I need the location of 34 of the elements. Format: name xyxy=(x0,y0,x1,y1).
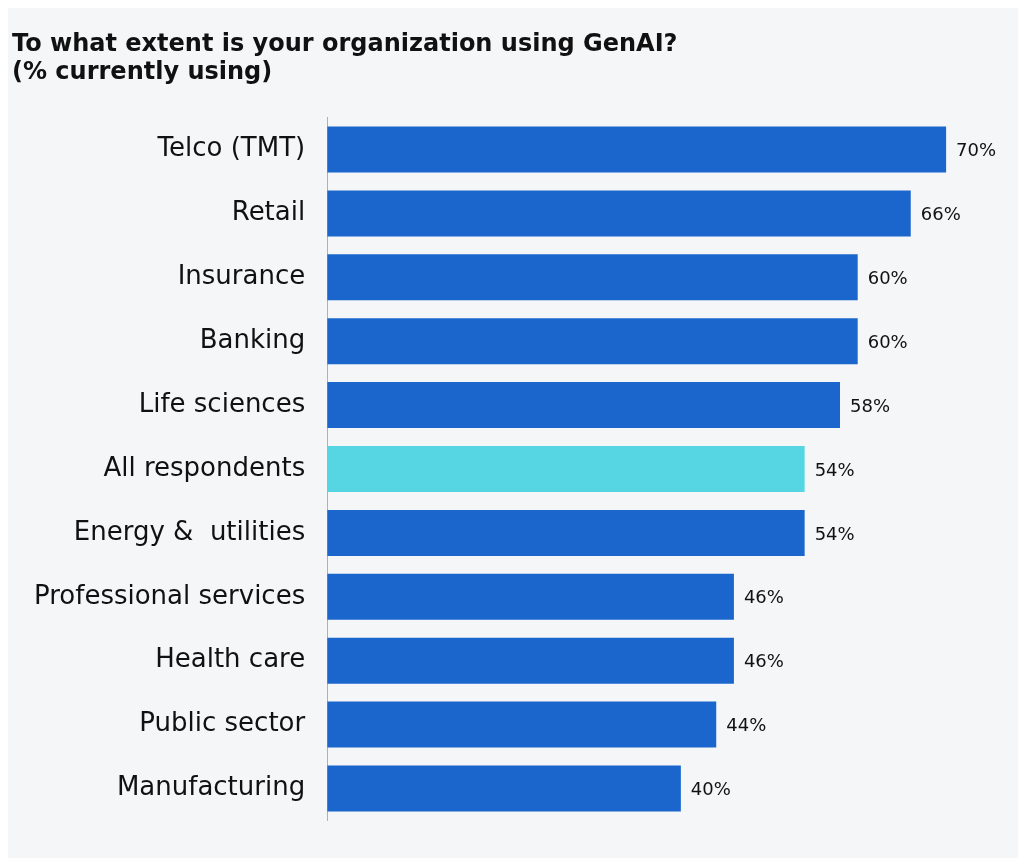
data-label: 58% xyxy=(850,394,891,416)
data-label: 66% xyxy=(920,203,961,225)
data-label: 46% xyxy=(743,650,784,672)
bar xyxy=(327,637,734,684)
y-tick-label: Insurance xyxy=(177,260,306,291)
y-tick-label: Public sector xyxy=(139,707,306,738)
data-label: 60% xyxy=(867,330,908,352)
data-label: 54% xyxy=(814,458,855,480)
y-tick-label: Life sciences xyxy=(138,387,306,418)
data-label: 70% xyxy=(956,139,997,161)
bar xyxy=(327,382,841,429)
bar xyxy=(327,765,681,812)
y-tick-label: Retail xyxy=(231,196,306,227)
y-tick-label: Health care xyxy=(155,643,306,674)
bar xyxy=(327,446,805,492)
data-label: 40% xyxy=(690,778,731,800)
data-label: 54% xyxy=(814,522,855,544)
data-label: 60% xyxy=(867,267,908,288)
y-tick-label: Energy & utilities xyxy=(73,515,306,546)
data-label: 46% xyxy=(743,586,784,608)
y-tick-label: All respondents xyxy=(103,451,306,482)
y-tick-label: Professional services xyxy=(33,579,306,610)
bar xyxy=(327,254,858,301)
y-tick-label: Manufacturing xyxy=(116,771,306,802)
chart-title: To what extent is your organization using GenAI? (% currently using) xyxy=(12,28,678,86)
bar xyxy=(327,318,858,365)
bar xyxy=(327,126,947,173)
y-tick-label: Banking xyxy=(199,323,306,354)
bar xyxy=(327,509,805,556)
data-label: 44% xyxy=(726,714,767,736)
bar xyxy=(327,701,717,748)
y-tick-label: Telco (TMT) xyxy=(156,132,306,163)
bar xyxy=(327,573,734,620)
bar xyxy=(327,190,911,237)
